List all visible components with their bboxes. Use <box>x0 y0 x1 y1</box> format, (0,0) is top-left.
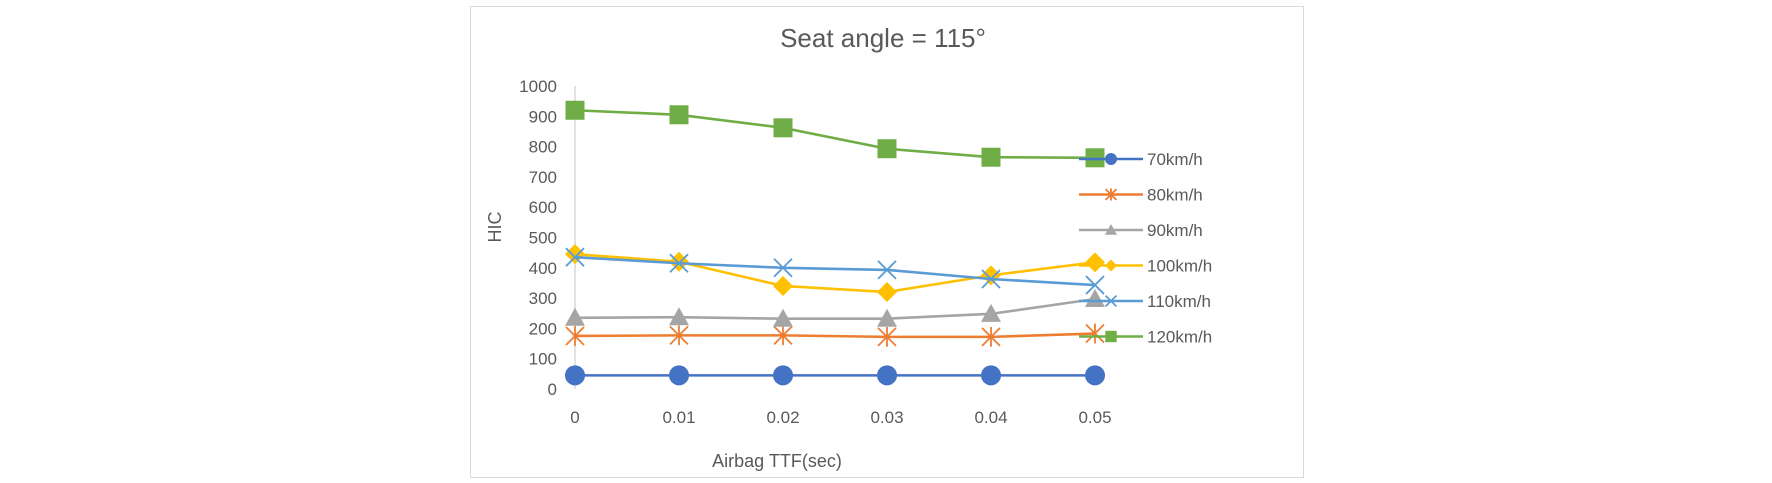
data-point-70km-h <box>565 365 585 386</box>
x-axis-title: Airbag TTF(sec) <box>712 451 842 471</box>
y-tick-label: 600 <box>529 198 557 217</box>
legend-marker-100km-h <box>1105 259 1117 272</box>
data-point-100km-h <box>981 265 1001 286</box>
data-point-80km-h <box>877 326 897 347</box>
y-tick-label: 200 <box>529 319 557 338</box>
legend-label-110km-h: 110km/h <box>1147 292 1211 311</box>
chart-title: Seat angle = 115° <box>780 23 986 53</box>
legend-label-70km-h: 70km/h <box>1147 150 1203 169</box>
line-chart: Seat angle = 115° HIC Airbag TTF(sec) 0 1… <box>485 23 1212 471</box>
x-tick-label: 0.04 <box>974 408 1007 427</box>
data-point-90km-h <box>669 307 689 326</box>
data-point-100km-h <box>1085 252 1105 273</box>
x-tick-label: 0 <box>570 408 579 427</box>
y-tick-label: 0 <box>548 380 557 399</box>
legend-marker-90km-h <box>1105 224 1117 235</box>
data-point-100km-h <box>773 275 793 296</box>
y-tick-label: 500 <box>529 229 557 248</box>
legend-label-90km-h: 90km/h <box>1147 221 1203 240</box>
data-point-70km-h <box>1085 365 1105 386</box>
legend-marker-70km-h <box>1105 153 1117 165</box>
y-tick-label: 400 <box>529 259 557 278</box>
legend-label-100km-h: 100km/h <box>1147 257 1212 276</box>
y-tick-label: 1000 <box>519 77 557 96</box>
data-point-120km-h <box>981 147 1001 167</box>
data-point-120km-h <box>773 118 793 138</box>
data-point-110km-h <box>565 247 585 267</box>
x-tick-label: 0.02 <box>766 408 799 427</box>
data-point-70km-h <box>877 365 897 386</box>
data-point-80km-h <box>1085 323 1105 344</box>
y-tick-label: 100 <box>529 350 557 369</box>
series-line-90km-h <box>574 297 1096 321</box>
data-point-110km-h <box>1085 275 1105 295</box>
data-point-120km-h <box>565 100 585 120</box>
x-tick-label: 0.01 <box>662 408 695 427</box>
data-point-90km-h <box>773 308 793 327</box>
data-point-90km-h <box>565 307 585 326</box>
chart-frame: Seat angle = 115° HIC Airbag TTF(sec) 0 1… <box>470 6 1304 478</box>
x-tick-label: 0.05 <box>1078 408 1111 427</box>
data-point-120km-h <box>669 105 689 125</box>
y-axis-title: HIC <box>485 212 505 243</box>
legend: 70km/h 80km/h 90km/h 100km/h 110km/h 120km/h <box>1079 150 1212 347</box>
data-point-110km-h <box>773 258 793 278</box>
data-point-80km-h <box>981 326 1001 347</box>
legend-marker-120km-h <box>1105 330 1117 343</box>
legend-marker-80km-h <box>1104 188 1118 201</box>
series-line-110km-h <box>574 255 1096 287</box>
data-point-90km-h <box>1085 289 1105 308</box>
data-point-80km-h <box>565 326 585 346</box>
y-tick-label: 900 <box>529 107 557 126</box>
data-point-80km-h <box>773 325 793 346</box>
legend-label-80km-h: 80km/h <box>1147 186 1203 205</box>
data-point-110km-h <box>669 253 689 273</box>
data-point-70km-h <box>981 365 1001 386</box>
data-point-90km-h <box>981 303 1001 322</box>
data-point-100km-h <box>877 282 897 303</box>
series-line-80km-h <box>574 332 1096 339</box>
data-point-90km-h <box>877 308 897 327</box>
x-tick-label: 0.03 <box>870 408 903 427</box>
data-point-70km-h <box>773 365 793 386</box>
legend-label-120km-h: 120km/h <box>1147 328 1212 347</box>
data-point-120km-h <box>877 139 897 159</box>
data-point-70km-h <box>669 365 689 386</box>
y-tick-label: 700 <box>529 168 557 187</box>
legend-marker-110km-h <box>1104 294 1118 308</box>
data-point-110km-h <box>877 260 897 280</box>
data-point-100km-h <box>565 244 585 265</box>
data-point-80km-h <box>669 325 689 346</box>
series-line-120km-h <box>574 108 1096 160</box>
y-tick-label: 800 <box>529 138 557 157</box>
plot-area: 0 100 200 300 400 500 600 700 800 900 1000 0 0.01 0.0… <box>519 77 1111 427</box>
series-line-100km-h <box>574 252 1096 294</box>
y-tick-label: 300 <box>529 289 557 308</box>
data-point-110km-h <box>981 269 1001 289</box>
